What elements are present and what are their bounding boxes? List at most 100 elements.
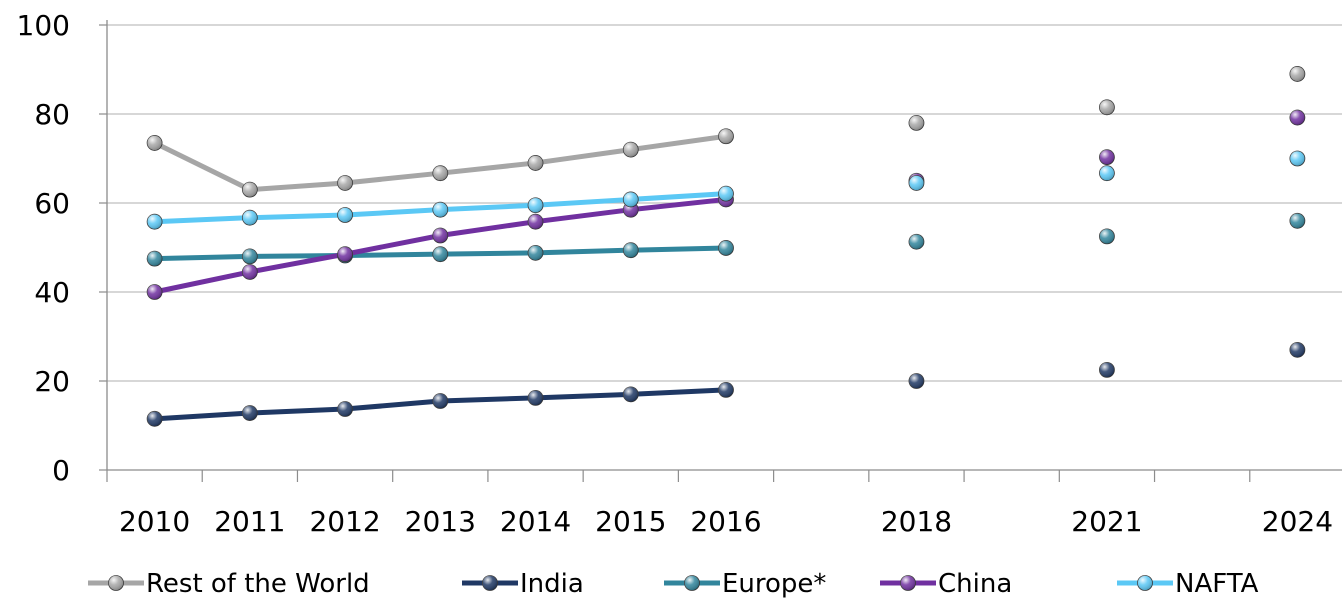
legend-label: India [520,569,584,599]
y-axis-ticks: 0 20 40 60 80 100 [17,9,107,487]
data-point [622,191,639,208]
data-point-shine [528,390,544,406]
y-tick-label: 40 [34,276,70,309]
data-point-shine [718,240,734,256]
data-point-shine [1289,66,1305,82]
data-point-shine [242,264,258,280]
data-point-shine [623,142,639,158]
data-point-shine [242,405,258,421]
x-tick-label: 2018 [881,505,952,538]
data-point [337,175,353,191]
data-point [241,209,258,226]
data-point [146,284,163,300]
data-point-shine [908,373,924,389]
data-point [146,250,163,267]
data-point [1289,212,1306,229]
data-point-shine [337,401,353,417]
legend-item: NAFTA [1117,569,1259,599]
data-point [1099,149,1115,166]
x-tick-label: 2016 [690,505,761,538]
data-point [432,227,449,244]
data-point-shine [623,386,639,402]
data-point-shine [1099,362,1115,378]
legend-label: Europe* [722,569,826,599]
legend-swatch-shine [482,575,498,591]
data-point [1099,165,1115,182]
data-point-shine [432,393,448,409]
data-point-shine [337,207,353,223]
x-tick-label: 2011 [214,505,285,538]
data-point [718,240,734,256]
data-point-shine [718,128,734,144]
data-point [241,264,258,280]
legend-label: Rest of the World [146,569,370,599]
data-point [432,201,449,218]
data-point-shine [623,191,639,207]
data-point-shine [1099,149,1115,165]
axes [106,20,1342,471]
data-point-shine [1289,342,1305,358]
data-point-shine [718,382,734,398]
data-point-shine [623,242,639,258]
data-point-shine [242,182,258,198]
data-point-shine [432,246,448,262]
data-point [337,207,353,223]
data-point-shine [147,411,163,427]
y-tick-label: 0 [52,454,70,487]
data-point [432,165,449,182]
data-point [1289,150,1306,167]
data-point [908,115,925,131]
data-point [337,246,353,263]
data-point-shine [1289,110,1305,126]
x-tick-label: 2014 [500,505,571,538]
data-point [1099,228,1115,245]
data-point-shine [528,214,544,230]
data-point-shine [432,165,448,181]
data-point [1289,66,1306,82]
data-point-shine [908,115,924,131]
data-point-shine [528,155,544,171]
data-point [527,213,544,230]
data-point-shine [147,214,163,230]
legend-item: India [462,569,584,599]
data-point [718,128,734,145]
data-point [432,246,449,263]
data-point [622,141,639,158]
legend-swatch-shine [684,575,700,591]
data-point-shine [337,175,353,191]
legend-item: Rest of the World [88,569,370,599]
x-tick-label: 2013 [405,505,476,538]
data-point-shine [147,284,163,300]
data-point [527,244,544,261]
y-tick-label: 80 [34,98,70,131]
legend-swatch-shine [108,575,124,591]
data-point-shine [718,186,734,202]
data-point-shine [1289,213,1305,229]
data-point-shine [337,246,353,262]
data-point [622,242,639,259]
data-point [241,248,258,265]
data-point-shine [147,251,163,267]
data-point-shine [432,202,448,218]
x-axis-ticks: 2010 2011 2012 2013 2014 2015 2016 2018 2021 2024 [106,470,1333,538]
data-point [622,386,639,403]
data-point-shine [1099,165,1115,181]
x-tick-label: 2012 [309,505,380,538]
data-point [241,405,258,421]
y-tick-label: 60 [34,187,70,220]
data-point [527,155,544,171]
legend-item: Europe* [664,569,826,599]
data-point [146,135,163,151]
data-point [241,181,258,198]
data-point [908,373,925,389]
data-point [1099,361,1115,378]
legend-item: China [880,569,1012,599]
data-point-shine [528,197,544,213]
y-tick-label: 100 [17,9,70,42]
data-point-shine [242,248,258,264]
legend: Rest of the World India Europe* China NAFTA [88,569,1259,599]
data-point [146,410,163,427]
data-point [432,393,449,409]
data-point-shine [908,175,924,191]
series-line-0 [152,133,729,193]
